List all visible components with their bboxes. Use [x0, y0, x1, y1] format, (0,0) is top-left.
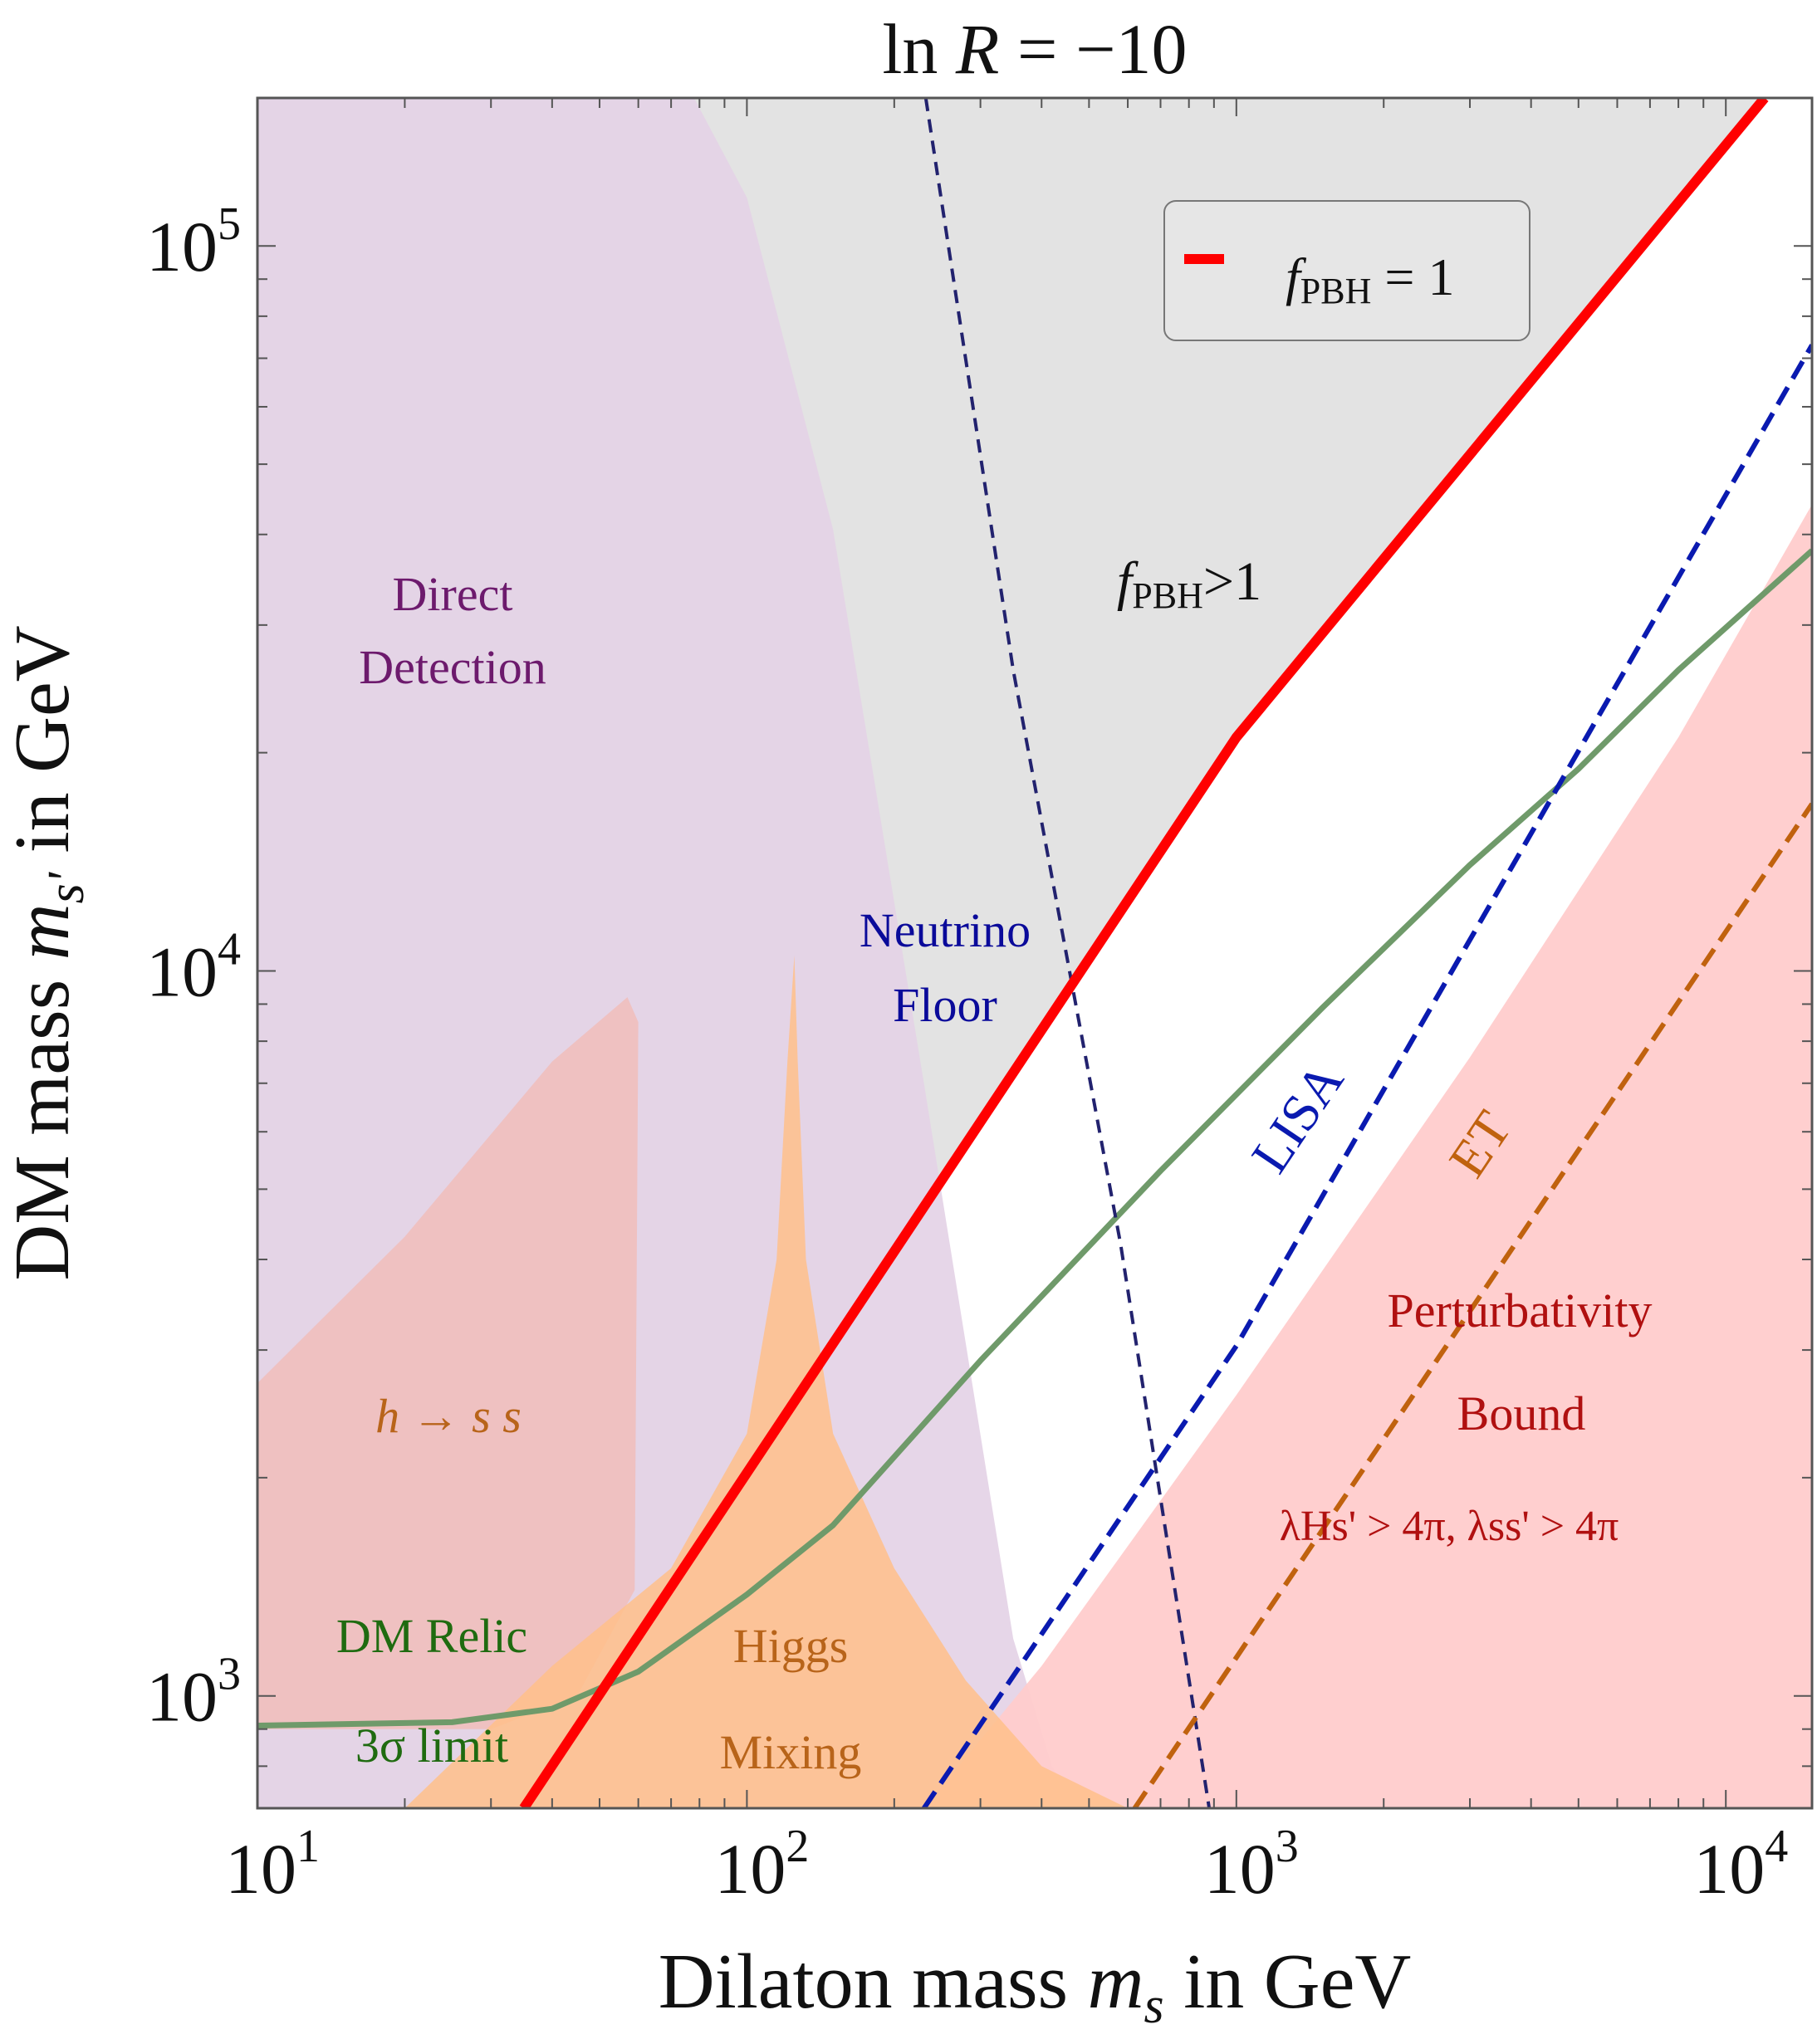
h-to-ss-label: h → s s [375, 1389, 522, 1443]
plot-area [257, 98, 1812, 1808]
perturbativity-label-line2: Bound [1457, 1386, 1586, 1440]
higgs-mixing-label-line2: Mixing [720, 1725, 862, 1779]
x-tick-label: 102 [714, 1821, 809, 1909]
neutrino-floor-label-line2: Floor [893, 978, 997, 1032]
legend: fPBH = 1 [1163, 200, 1530, 341]
higgs-mixing-label: Higgs [733, 1619, 849, 1673]
chart-title: ln R = −10 [883, 9, 1188, 89]
y-axis-label: DM mass ms' in GeV [0, 625, 95, 1280]
x-tick-label: 103 [1204, 1821, 1299, 1909]
y-tick-label: 105 [146, 198, 241, 286]
lisa-curve [922, 344, 1812, 1808]
higgs-mixing-region [404, 956, 1145, 1808]
y-tick-label: 104 [146, 923, 241, 1011]
dm-relic-label: DM Relic [336, 1609, 527, 1663]
dm-relic-label-line2: 3σ limit [355, 1719, 508, 1773]
dm-relic-curve [257, 548, 1812, 1729]
x-tick-label: 101 [225, 1821, 320, 1909]
legend-box [1163, 200, 1530, 341]
direct-detection-label-line2: Detection [359, 640, 546, 694]
plot-frame [256, 96, 1814, 1810]
et-curve [1132, 802, 1812, 1808]
perturbativity-condition-label: λHs' > 4π, λss' > 4π [1280, 1503, 1619, 1550]
axis-ticks [257, 98, 1812, 1809]
legend-label-fpbh: fPBH = 1 [1286, 247, 1454, 311]
tick-labels: 101 102 103 104 103 104 105 [146, 198, 1788, 1909]
y-tick-label: 103 [146, 1649, 241, 1737]
direct-detection-label: Direct [393, 567, 513, 621]
perturbativity-region [923, 504, 1812, 1808]
x-tick-label: 104 [1693, 1821, 1788, 1909]
h-to-ss-region [257, 997, 639, 1729]
pbh-region-label: fPBH>1 [1117, 551, 1261, 616]
fpbh-equals-one-curve [519, 98, 1769, 1808]
neutrino-floor-label: Neutrino [860, 903, 1031, 957]
x-axis-label: Dilaton mass ms in GeV [659, 1939, 1412, 2034]
neutrino-floor-curve [923, 98, 1212, 1808]
perturbativity-label: Perturbativity [1388, 1284, 1653, 1337]
